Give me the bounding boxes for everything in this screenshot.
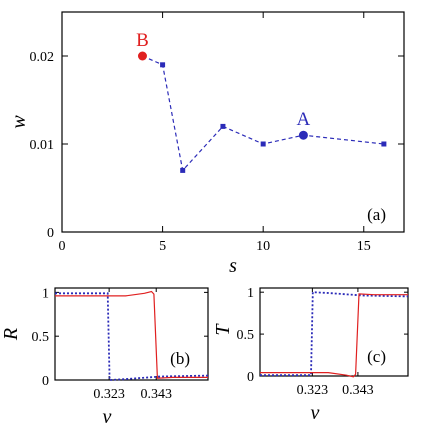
- highlight-point-b: [137, 51, 147, 61]
- x-tick-label: 0.343: [140, 387, 172, 402]
- annotation-label-b: B: [136, 30, 149, 51]
- panel-tag: (a): [367, 205, 386, 224]
- data-point: [260, 141, 266, 147]
- plot-frame: [54, 287, 209, 381]
- series-line-dashed: [142, 55, 384, 172]
- series-line-solid: [55, 290, 208, 379]
- x-tick-label: 0.343: [342, 383, 374, 398]
- x-tick-label: 10: [256, 239, 270, 254]
- x-tick-label: 0: [59, 239, 66, 254]
- y-tick-label: 1: [247, 286, 254, 301]
- y-axis-title: R: [0, 328, 22, 341]
- x-axis-title: v: [311, 402, 320, 424]
- y-tick-label: 0.01: [30, 138, 55, 153]
- y-tick-label: 0: [42, 374, 49, 389]
- panel-a-chart: 0 0.01 0.02 0 5 10 15 s w (a) B A: [8, 11, 405, 277]
- annotation-label-a: A: [297, 109, 311, 130]
- data-point: [160, 62, 166, 68]
- panel-b-chart: 0 0.5 1 0.323 0.343 v R (b): [0, 286, 209, 428]
- plot-frame: [61, 11, 405, 233]
- y-tick-label: 0.5: [32, 330, 50, 345]
- data-point: [180, 167, 186, 173]
- data-point: [220, 123, 226, 129]
- panel-tag: (b): [170, 349, 190, 368]
- x-tick-label: 15: [357, 239, 371, 254]
- y-tick-label: 0.5: [237, 328, 255, 343]
- panel-tag: (c): [367, 347, 386, 366]
- x-tick-label: 5: [159, 239, 166, 254]
- series-line-dotted: [260, 291, 409, 377]
- x-tick-label: 0.323: [297, 383, 329, 398]
- y-axis-title: T: [212, 323, 234, 336]
- y-tick-label: 1: [42, 286, 49, 301]
- y-tick-label: 0: [47, 226, 54, 241]
- y-tick-label: 0: [247, 370, 254, 385]
- x-axis-title: s: [229, 255, 237, 277]
- data-point: [381, 141, 387, 147]
- plot-frame: [259, 287, 409, 377]
- panel-c-chart: 0 0.5 1 0.323 0.343 v T (c): [212, 286, 409, 424]
- x-axis-title: v: [103, 406, 112, 428]
- series-line-solid: [260, 293, 408, 378]
- y-axis-title: w: [8, 115, 30, 129]
- x-tick-label: 0.323: [93, 387, 125, 402]
- y-tick-label: 0.02: [30, 50, 55, 65]
- highlight-point-a: [298, 130, 308, 140]
